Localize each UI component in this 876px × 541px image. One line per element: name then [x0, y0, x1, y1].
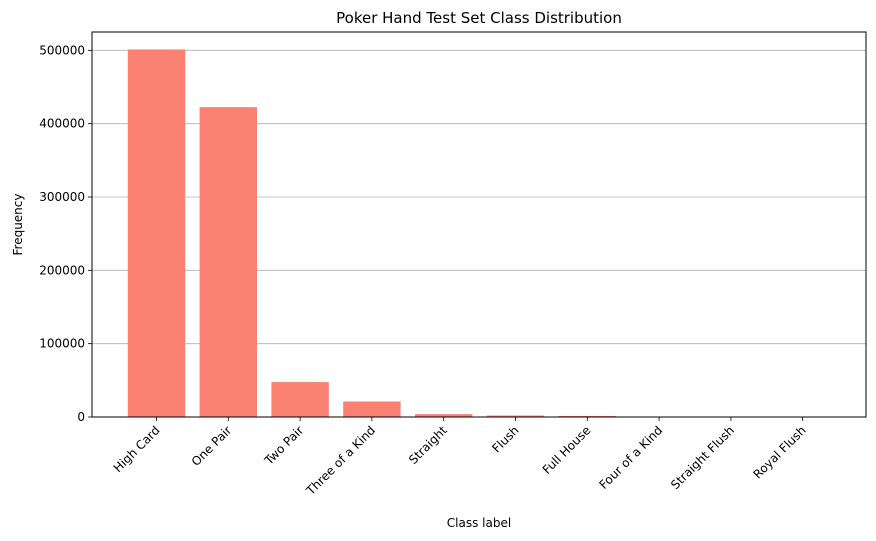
bar-two-pair — [271, 382, 329, 417]
plot-frame — [91, 31, 867, 418]
bars — [127, 49, 832, 418]
y-tick-label: 100000 — [39, 337, 85, 351]
y-tick-label: 200000 — [39, 263, 85, 277]
chart-title: Poker Hand Test Set Class Distribution — [336, 9, 622, 27]
y-tick-label: 0 — [77, 410, 85, 424]
y-tick-label: 300000 — [39, 190, 85, 204]
bar-straight — [415, 414, 473, 417]
x-axis-label: Class label — [447, 516, 511, 530]
y-tick-label: 500000 — [39, 43, 85, 57]
y-axis-label: Frequency — [11, 194, 25, 256]
y-tick-label: 400000 — [39, 117, 85, 131]
bar-flush — [486, 415, 545, 417]
y-axis: 0 100000 200000 300000 400000 500000 — [39, 43, 92, 424]
bar-high-card — [127, 49, 186, 418]
bar-three-of-a-kind — [343, 401, 401, 417]
bar-one-pair — [199, 107, 257, 417]
bar-full-house — [558, 415, 616, 417]
